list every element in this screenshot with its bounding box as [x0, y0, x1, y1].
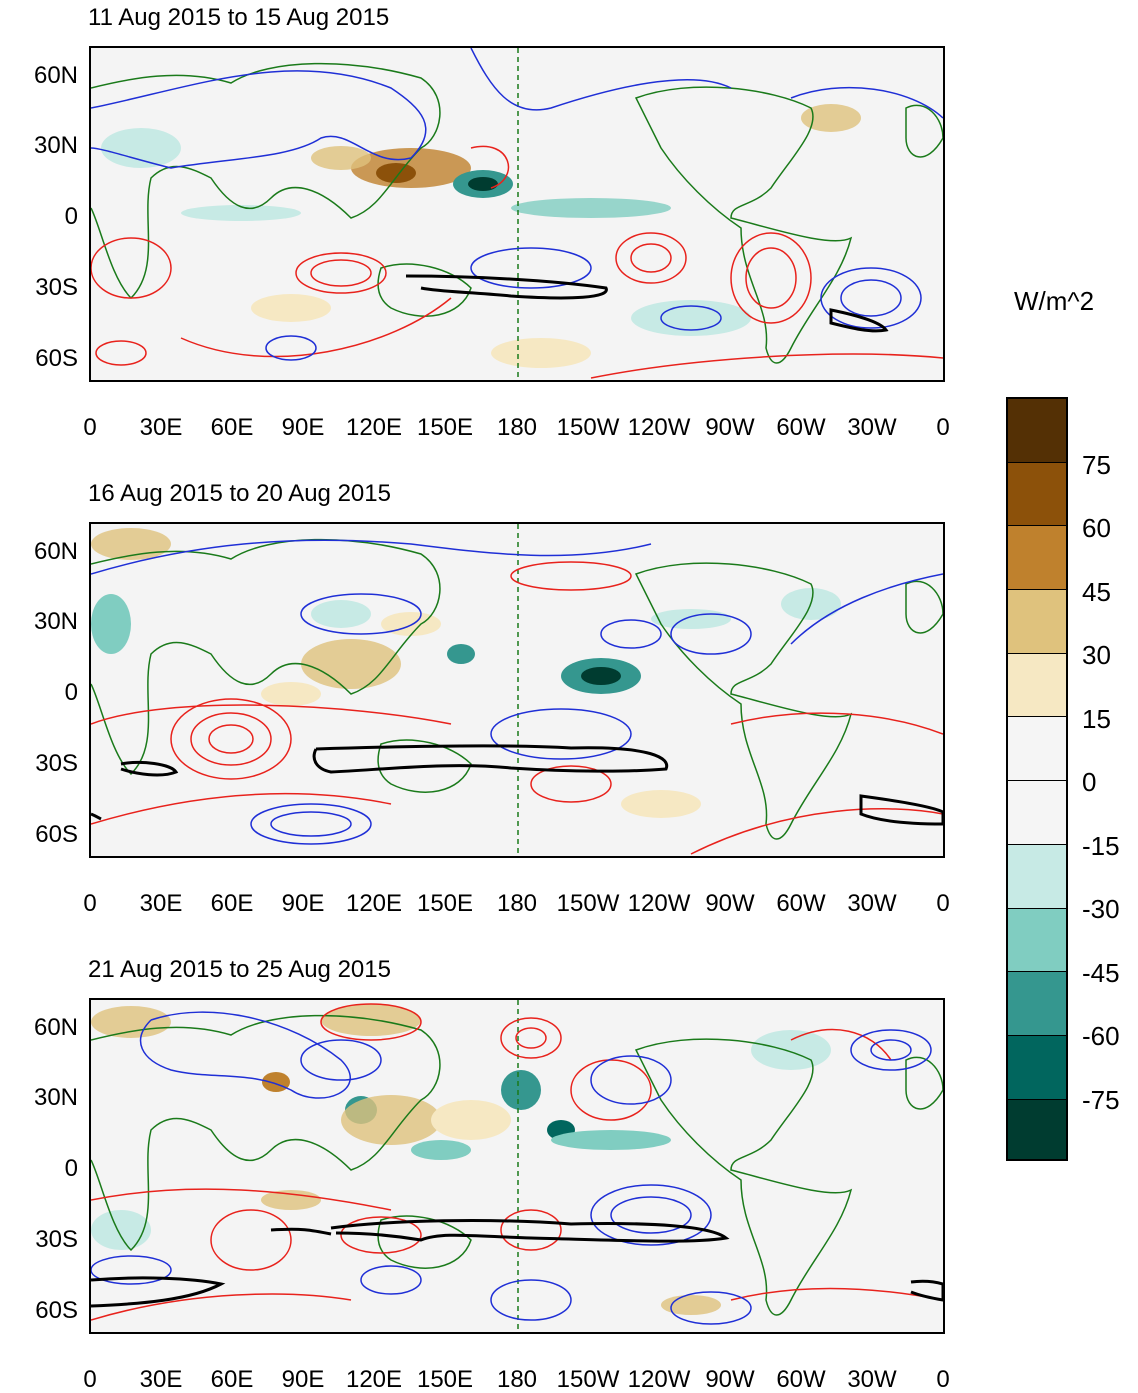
lat-tick-60s: 60S [35, 821, 78, 848]
lon-tick: 60W [776, 890, 826, 917]
lon-tick: 150W [556, 414, 620, 441]
panel-title: 11 Aug 2015 to 15 Aug 2015 [88, 4, 390, 31]
lon-tick: 180 [496, 414, 538, 441]
lat-tick-60s: 60S [35, 345, 78, 372]
lon-tick: 30E [139, 890, 183, 917]
lon-tick: 120W [627, 414, 691, 441]
lon-tick: 60E [210, 1366, 254, 1393]
lat-tick-60n: 60N [33, 62, 78, 89]
panel-title: 21 Aug 2015 to 25 Aug 2015 [88, 956, 391, 983]
lon-tick: 180 [496, 890, 538, 917]
lon-tick: 150E [416, 890, 474, 917]
lon-tick: 90W [705, 1366, 755, 1393]
colorbar-label: -75 [1082, 1085, 1120, 1115]
colorbar-unit: W/m^2 [1014, 286, 1095, 316]
colorbar-label: 0 [1082, 767, 1097, 797]
lon-tick: 150E [416, 1366, 474, 1393]
lon-tick: 150E [416, 414, 474, 441]
colorbar-swatch [1008, 908, 1066, 973]
lat-tick-eq: 0 [64, 679, 78, 706]
colorbar-swatch [1008, 1099, 1066, 1159]
lat-tick-30s: 30S [35, 750, 78, 777]
colorbar-swatch [1008, 844, 1066, 909]
colorbar-swatch [1008, 526, 1066, 591]
lon-tick: 90E [281, 414, 325, 441]
lat-tick-30s: 30S [35, 1226, 78, 1253]
lon-tick: 0 [936, 1366, 950, 1393]
lon-tick: 0 [936, 414, 950, 441]
lat-tick-eq: 0 [64, 203, 78, 230]
lon-tick: 90W [705, 890, 755, 917]
colorbar-label: 45 [1082, 577, 1111, 607]
lat-tick-60n: 60N [33, 1014, 78, 1041]
lon-tick: 90E [281, 1366, 325, 1393]
map-layer [91, 48, 943, 380]
lon-tick: 0 [83, 890, 97, 917]
colorbar-label: -45 [1082, 958, 1120, 988]
colorbar-swatch [1008, 462, 1066, 527]
colorbar-label: -60 [1082, 1021, 1120, 1051]
lat-tick-60s: 60S [35, 1297, 78, 1324]
colorbar-swatch [1008, 781, 1066, 845]
lat-tick-30n: 30N [33, 1084, 78, 1111]
lat-tick-eq: 0 [64, 1155, 78, 1182]
map-plot [89, 46, 945, 382]
lon-tick: 60E [210, 414, 254, 441]
colorbar-label: 15 [1082, 704, 1111, 734]
lon-tick: 120E [345, 890, 403, 917]
colorbar-label: -15 [1082, 831, 1120, 861]
colorbar-label: -30 [1082, 894, 1120, 924]
colorbar-swatch [1008, 972, 1066, 1036]
map-plot [89, 998, 945, 1334]
panel-title: 16 Aug 2015 to 20 Aug 2015 [88, 480, 391, 507]
colorbar-swatch [1008, 653, 1066, 718]
lon-tick: 30E [139, 414, 183, 441]
lon-tick: 120E [345, 414, 403, 441]
colorbar-swatch [1008, 399, 1066, 463]
lat-tick-30n: 30N [33, 132, 78, 159]
colorbar-label: 60 [1082, 513, 1111, 543]
lon-tick: 150W [556, 1366, 620, 1393]
lon-tick: 150W [556, 890, 620, 917]
lon-tick: 60W [776, 1366, 826, 1393]
map-layer [91, 1000, 943, 1332]
lon-tick: 90E [281, 890, 325, 917]
map-plot [89, 522, 945, 858]
lon-tick: 0 [83, 1366, 97, 1393]
map-layer [91, 524, 943, 856]
colorbar-swatch [1008, 717, 1066, 782]
lat-tick-30n: 30N [33, 608, 78, 635]
lon-tick: 60E [210, 890, 254, 917]
colorbar-label: 30 [1082, 640, 1111, 670]
lon-tick: 30W [847, 1366, 897, 1393]
lat-tick-60n: 60N [33, 538, 78, 565]
lat-tick-30s: 30S [35, 274, 78, 301]
colorbar [1006, 397, 1068, 1161]
colorbar-label: 75 [1082, 450, 1111, 480]
lon-tick: 90W [705, 414, 755, 441]
lon-tick: 120W [627, 890, 691, 917]
lon-tick: 30W [847, 414, 897, 441]
lon-tick: 180 [496, 1366, 538, 1393]
lon-tick: 120E [345, 1366, 403, 1393]
lon-tick: 0 [936, 890, 950, 917]
lon-tick: 30W [847, 890, 897, 917]
colorbar-swatch [1008, 590, 1066, 654]
lon-tick: 0 [83, 414, 97, 441]
lon-tick: 120W [627, 1366, 691, 1393]
colorbar-swatch [1008, 1035, 1066, 1100]
lon-tick: 60W [776, 414, 826, 441]
lon-tick: 30E [139, 1366, 183, 1393]
